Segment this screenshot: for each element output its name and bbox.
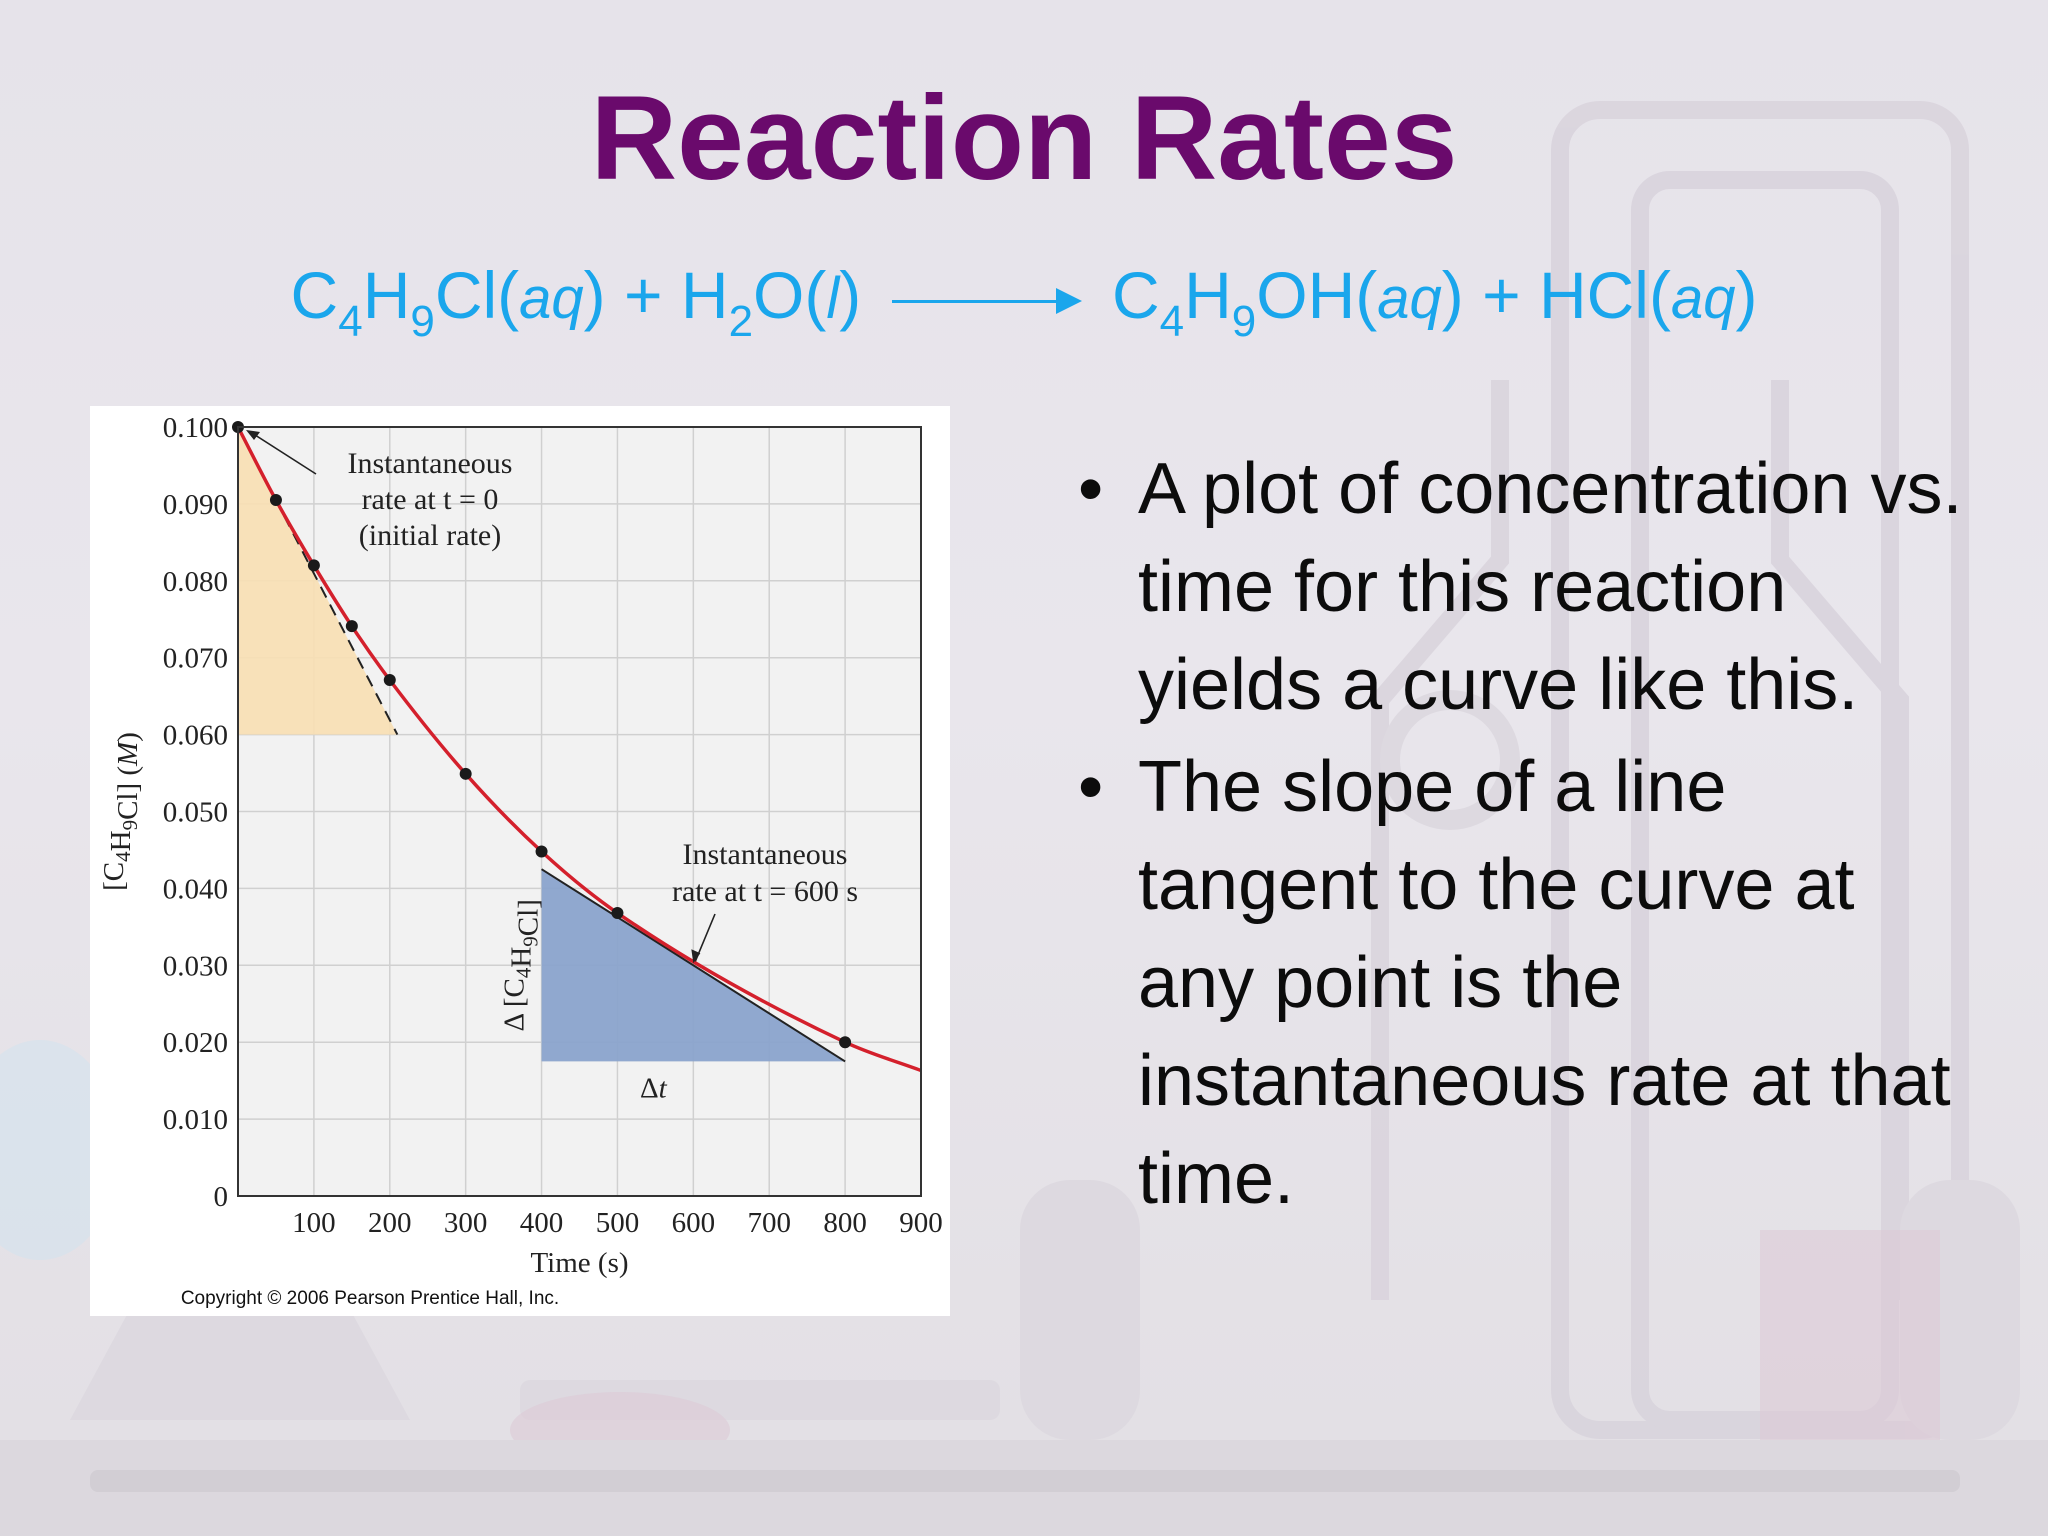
- tangent-line-600s: [541, 868, 846, 1063]
- data-point: [839, 1036, 852, 1049]
- data-point: [611, 907, 624, 920]
- annotation-rate-600s: Instantaneous: [683, 838, 848, 871]
- y-tick-label: 0.080: [163, 566, 228, 598]
- slide-title: Reaction Rates: [590, 71, 1458, 205]
- x-tick-label: 800: [823, 1207, 867, 1239]
- product-2: HCl(aq): [1538, 258, 1758, 332]
- delta-concentration-label: Δ [C4H9Cl]: [499, 899, 545, 1031]
- data-point: [383, 674, 396, 687]
- annotation-initial-rate: rate at t = 0: [362, 483, 499, 516]
- x-tick-label: 500: [596, 1207, 640, 1239]
- data-point: [535, 845, 548, 858]
- copyright-note: Copyright © 2006 Pearson Prentice Hall, …: [180, 1288, 560, 1309]
- x-tick-label: 600: [672, 1207, 716, 1239]
- y-tick-label: 0.030: [163, 950, 228, 982]
- concentration-time-chart: 0 0.010 0.020 0.030 0.040 0.050 0.060 0.070 0.08…: [90, 406, 950, 1316]
- annotation-pointer: [251, 432, 317, 475]
- bullet-item: • The slope of a line tangent to the curv…: [1070, 738, 1970, 1228]
- x-tick-label: 400: [520, 1207, 564, 1239]
- y-tick-label: 0.010: [163, 1104, 228, 1136]
- x-tick-label: 900: [899, 1207, 943, 1239]
- bullet-dot-icon: •: [1078, 747, 1104, 827]
- x-tick-label: 100: [292, 1207, 336, 1239]
- data-point: [269, 494, 282, 507]
- y-tick-label: 0.100: [163, 412, 228, 444]
- y-tick-label: 0.020: [163, 1027, 228, 1059]
- bullet-text: The slope of a line tangent to the curve…: [1138, 747, 1951, 1219]
- y-tick-label: 0.040: [163, 873, 228, 905]
- y-tick-label: 0.050: [163, 797, 228, 829]
- y-tick-label: 0.060: [163, 720, 228, 752]
- product-1: C4H9OH(aq): [1111, 258, 1464, 346]
- data-point: [345, 620, 358, 633]
- y-tick-label: 0.090: [163, 489, 228, 521]
- data-point: [307, 559, 320, 572]
- plus-sign: +: [1482, 258, 1521, 332]
- x-tick-label: 200: [368, 1207, 412, 1239]
- y-axis-label: [C4H9Cl] (M): [98, 732, 144, 891]
- plot-frame: [237, 426, 922, 1197]
- delta-t-label: Δt: [640, 1072, 668, 1104]
- bullet-dot-icon: •: [1078, 449, 1104, 529]
- annotation-rate-600s: rate at t = 600 s: [672, 875, 858, 908]
- x-axis-label: Time (s): [530, 1247, 628, 1279]
- bullet-list: • A plot of concentration vs. time for th…: [1070, 440, 1970, 1232]
- chemical-equation: C4H9Cl(aq) + H2O(l) C4H9OH(aq) + HCl(aq): [0, 262, 2048, 344]
- annotation-initial-rate: Instantaneous: [348, 447, 513, 480]
- y-tick-label: 0.070: [163, 643, 228, 675]
- chart-svg: 0 0.010 0.020 0.030 0.040 0.050 0.060 0.070 0.08…: [98, 412, 943, 1279]
- reactant-1: C4H9Cl(aq): [290, 258, 606, 346]
- x-tick-label: 300: [444, 1207, 488, 1239]
- y-tick-label: 0: [214, 1181, 229, 1213]
- arrow-head-icon: [691, 949, 701, 964]
- data-point: [459, 767, 472, 780]
- x-tick-label: 700: [747, 1207, 791, 1239]
- plus-sign: +: [624, 258, 663, 332]
- bullet-item: • A plot of concentration vs. time for th…: [1070, 440, 1970, 734]
- reactant-2: H2O(l): [680, 258, 862, 346]
- bullet-text: A plot of concentration vs. time for thi…: [1138, 449, 1963, 725]
- annotation-initial-rate: (initial rate): [359, 519, 501, 552]
- reaction-arrow-icon: [891, 274, 1082, 314]
- arrow-head-icon: [246, 430, 260, 440]
- initial-rate-tangent-line: [237, 426, 399, 736]
